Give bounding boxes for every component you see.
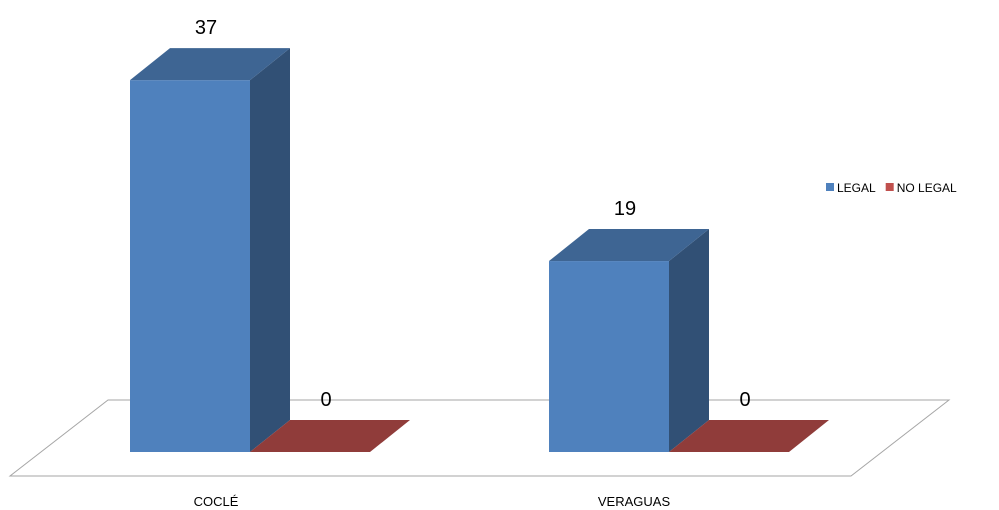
bar-legal-veraguas-front xyxy=(549,261,669,452)
bar-legal-cocle xyxy=(130,48,290,453)
legend-swatch-legal xyxy=(826,183,834,191)
bar-legal-cocle-front xyxy=(130,80,250,453)
data-label-no-legal-veraguas: 0 xyxy=(739,389,750,411)
bar-legal-veraguas xyxy=(549,229,709,452)
bar-no-legal-veraguas-top xyxy=(669,420,829,452)
data-label-legal-cocle: 37 xyxy=(195,17,217,39)
legend: LEGAL NO LEGAL xyxy=(826,181,957,195)
category-label-cocle: COCLÉ xyxy=(194,494,239,509)
legend-label-no-legal: NO LEGAL xyxy=(897,181,957,195)
bar-legal-veraguas-side xyxy=(669,229,709,452)
data-label-no-legal-cocle: 0 xyxy=(320,389,331,411)
bar-no-legal-cocle-top xyxy=(250,420,410,452)
data-label-legal-veraguas: 19 xyxy=(614,198,636,220)
bar-legal-cocle-top xyxy=(130,48,290,81)
bar-no-legal-veraguas xyxy=(669,420,829,452)
bar-no-legal-cocle xyxy=(250,420,410,452)
legend-label-legal: LEGAL xyxy=(837,181,876,195)
bar-legal-veraguas-top xyxy=(549,229,709,262)
legend-swatch-no-legal xyxy=(885,183,894,191)
category-label-veraguas: VERAGUAS xyxy=(598,494,671,509)
bar-legal-cocle-side xyxy=(250,48,290,453)
